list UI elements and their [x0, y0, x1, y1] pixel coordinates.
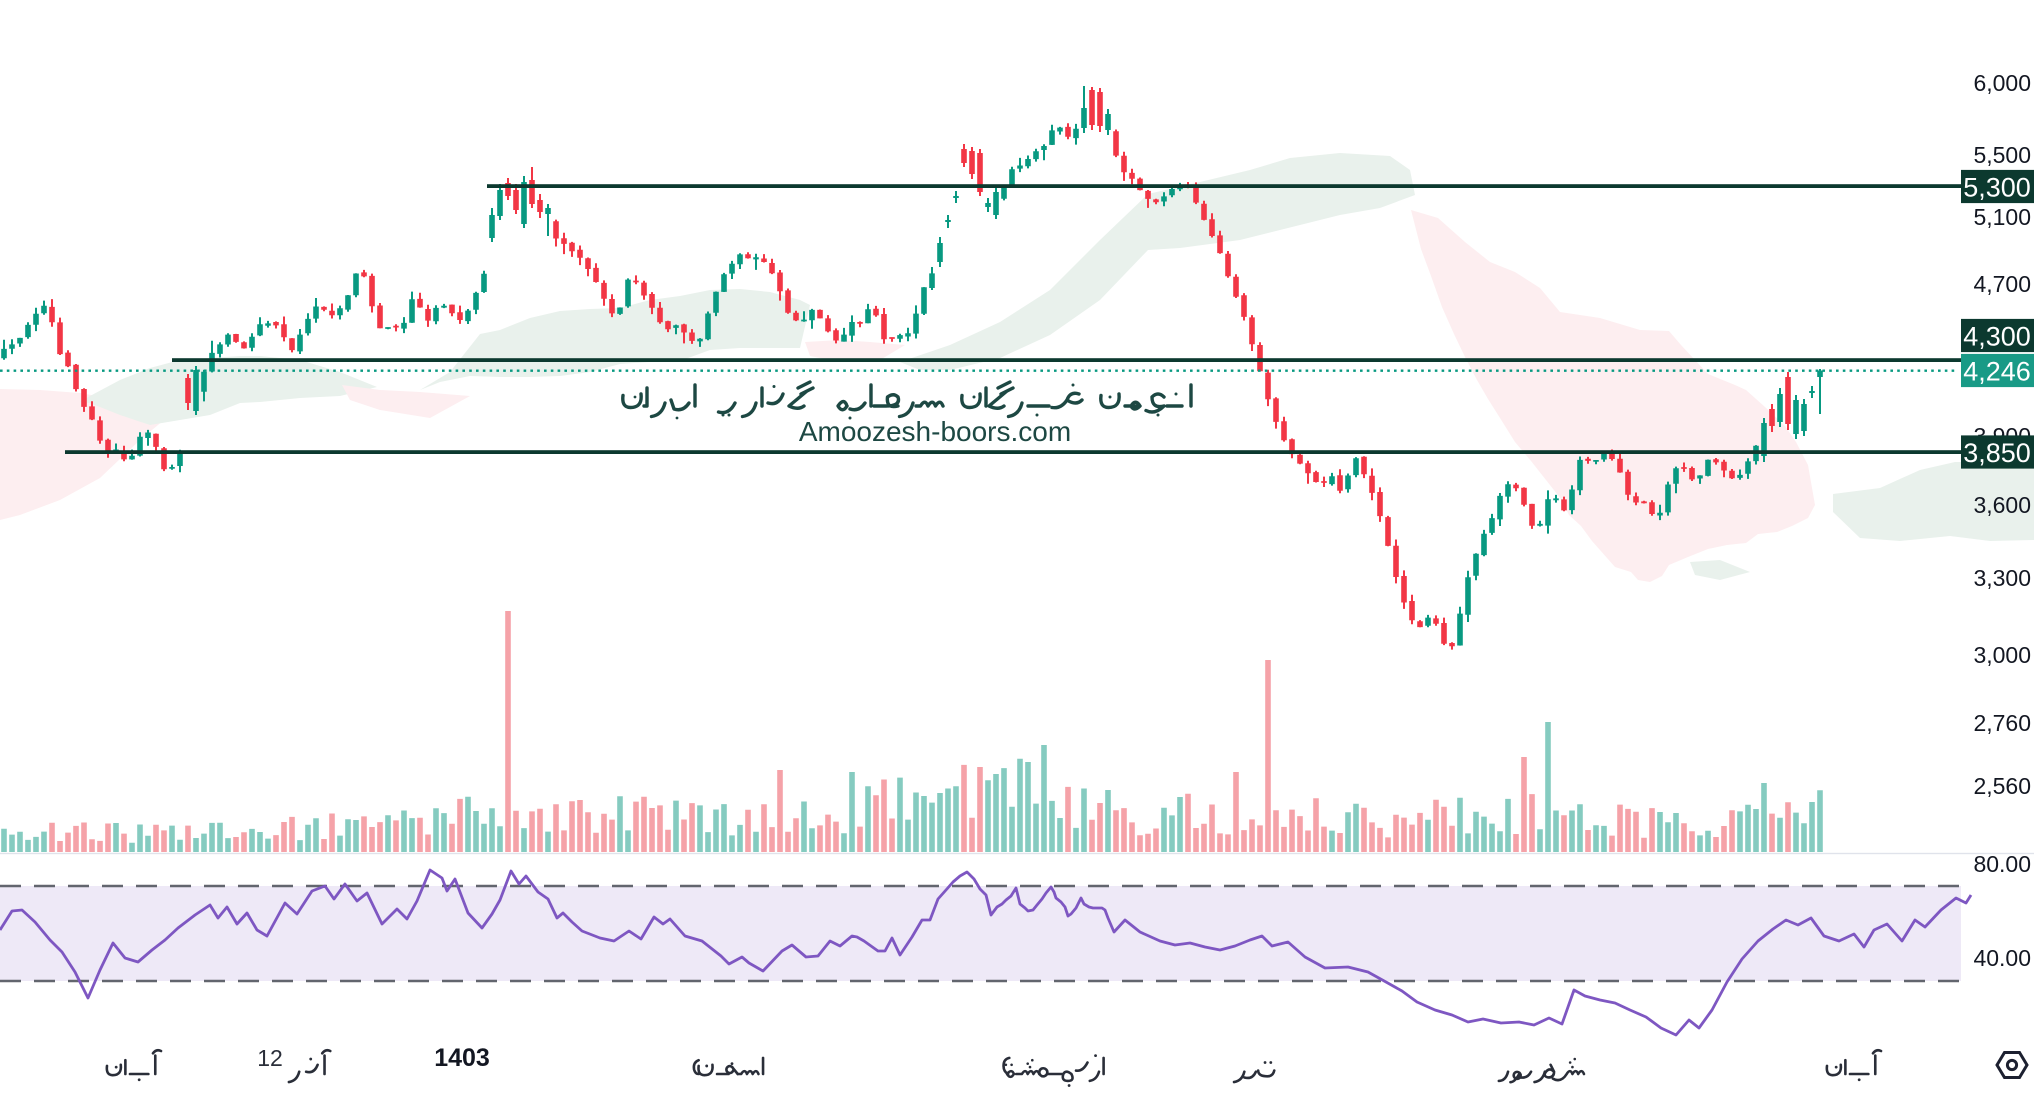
svg-text:2,760: 2,760: [1973, 710, 2031, 736]
svg-text:4,700: 4,700: [1973, 271, 2031, 297]
svg-text:1403: 1403: [434, 1044, 490, 1072]
svg-text:Amoozesh-boors.com: Amoozesh-boors.com: [799, 416, 1071, 447]
svg-text:4,246: 4,246: [1963, 357, 2031, 387]
svg-text:3,600: 3,600: [1973, 492, 2031, 518]
svg-text:5,500: 5,500: [1973, 142, 2031, 168]
svg-text:3,850: 3,850: [1963, 438, 2031, 468]
svg-text:2,560: 2,560: [1973, 773, 2031, 799]
svg-text:5,300: 5,300: [1963, 173, 2031, 203]
svg-text:3,000: 3,000: [1973, 642, 2031, 668]
svg-text:12: 12: [257, 1045, 283, 1071]
svg-text:3,300: 3,300: [1973, 565, 2031, 591]
svg-text:80.00: 80.00: [1973, 851, 2031, 877]
svg-text:5,100: 5,100: [1973, 204, 2031, 230]
svg-text:4,300: 4,300: [1963, 322, 2031, 352]
svg-text:40.00: 40.00: [1973, 945, 2031, 971]
svg-text:6,000: 6,000: [1973, 70, 2031, 96]
